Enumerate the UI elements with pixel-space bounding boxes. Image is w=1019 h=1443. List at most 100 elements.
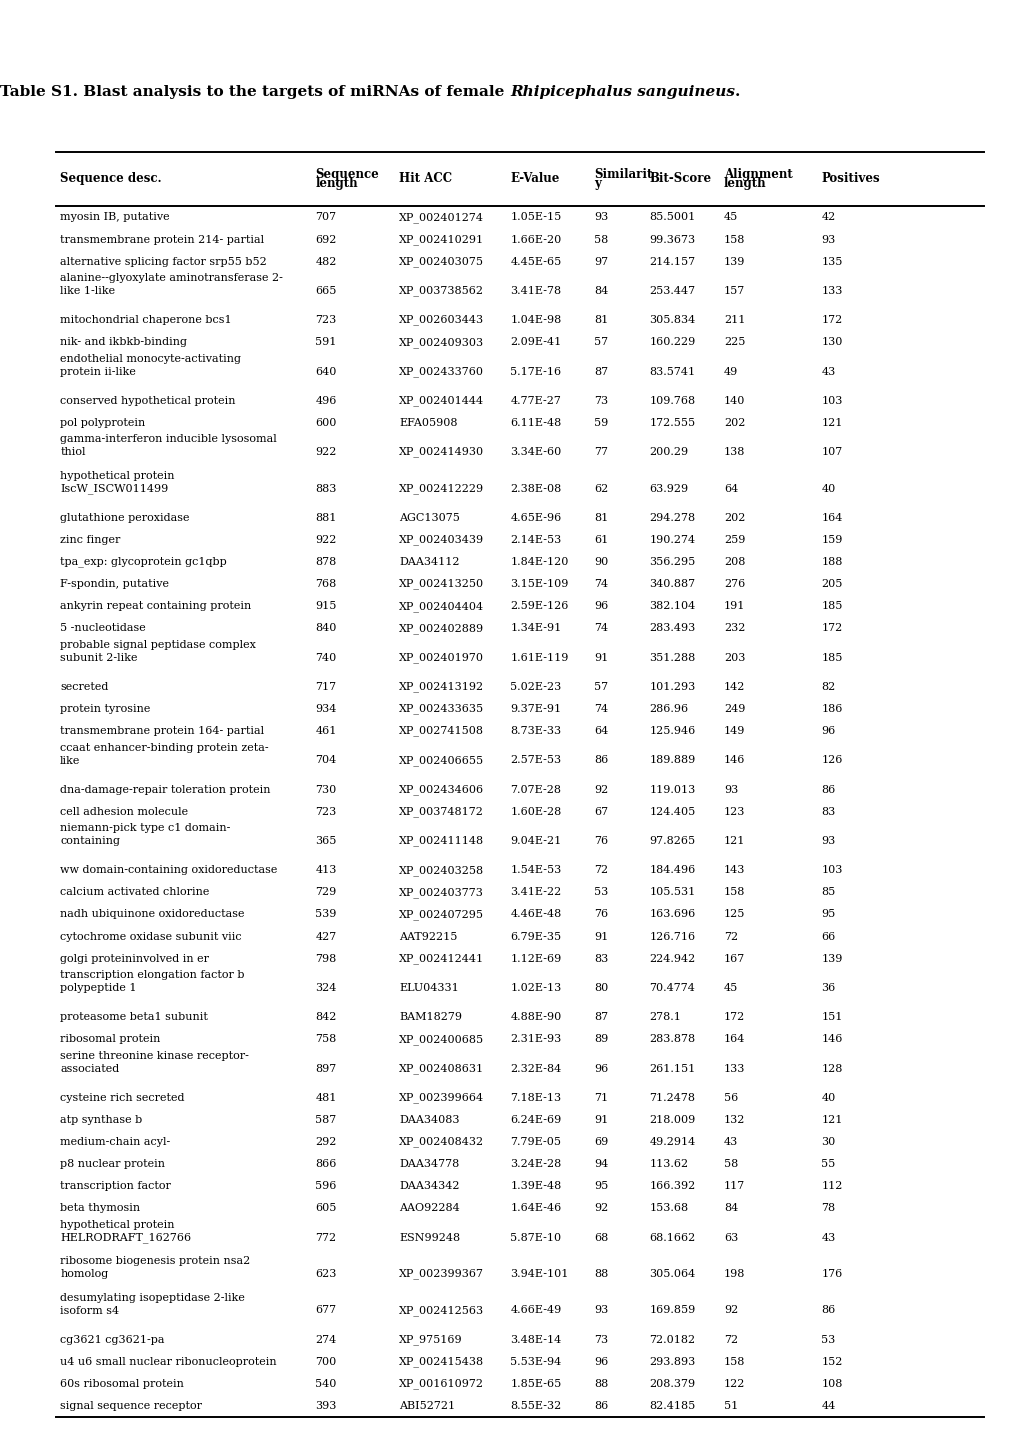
Text: 356.295: 356.295 <box>649 557 695 567</box>
Text: 758: 758 <box>315 1035 336 1045</box>
Text: 3.48E-14: 3.48E-14 <box>510 1335 561 1345</box>
Text: 1.85E-65: 1.85E-65 <box>510 1380 561 1388</box>
Text: XP_002603443: XP_002603443 <box>398 315 484 326</box>
Text: XP_002412229: XP_002412229 <box>398 483 484 494</box>
Text: proteasome beta1 subunit: proteasome beta1 subunit <box>60 1012 208 1022</box>
Text: 866: 866 <box>315 1159 336 1169</box>
Text: 112: 112 <box>820 1182 842 1192</box>
Text: 481: 481 <box>315 1092 336 1102</box>
Text: 151: 151 <box>820 1012 842 1022</box>
Text: 67: 67 <box>593 807 607 817</box>
Text: 7.79E-05: 7.79E-05 <box>510 1137 560 1147</box>
Text: XP_002403075: XP_002403075 <box>398 257 483 267</box>
Text: polypeptide 1: polypeptide 1 <box>60 983 137 993</box>
Text: beta thymosin: beta thymosin <box>60 1203 141 1214</box>
Text: 97.8265: 97.8265 <box>649 835 695 846</box>
Text: 121: 121 <box>820 418 842 429</box>
Text: 92: 92 <box>593 1203 607 1214</box>
Text: 717: 717 <box>315 683 336 691</box>
Text: 605: 605 <box>315 1203 336 1214</box>
Text: 117: 117 <box>723 1182 744 1192</box>
Text: protein ii-like: protein ii-like <box>60 367 136 377</box>
Text: 83: 83 <box>593 954 607 964</box>
Text: XP_002399664: XP_002399664 <box>398 1092 484 1102</box>
Text: 5 -nucleotidase: 5 -nucleotidase <box>60 623 146 633</box>
Text: 8.55E-32: 8.55E-32 <box>510 1401 561 1411</box>
Text: ww domain-containing oxidoreductase: ww domain-containing oxidoreductase <box>60 866 277 876</box>
Text: 93: 93 <box>593 212 607 222</box>
Text: AAO92284: AAO92284 <box>398 1203 460 1214</box>
Text: 2.32E-84: 2.32E-84 <box>510 1063 561 1074</box>
Text: 3.41E-22: 3.41E-22 <box>510 887 561 898</box>
Text: 723: 723 <box>315 315 336 325</box>
Text: 286.96: 286.96 <box>649 704 688 714</box>
Text: 1.04E-98: 1.04E-98 <box>510 315 561 325</box>
Text: serine threonine kinase receptor-: serine threonine kinase receptor- <box>60 1051 249 1061</box>
Text: 2.14E-53: 2.14E-53 <box>510 535 561 545</box>
Text: homolog: homolog <box>60 1270 108 1280</box>
Text: 86: 86 <box>593 755 607 765</box>
Text: 191: 191 <box>723 602 745 612</box>
Text: XP_975169: XP_975169 <box>398 1335 463 1345</box>
Text: 184.496: 184.496 <box>649 866 695 876</box>
Text: 103: 103 <box>820 395 842 405</box>
Text: 276: 276 <box>723 579 744 589</box>
Text: 158: 158 <box>723 887 745 898</box>
Text: 72.0182: 72.0182 <box>649 1335 695 1345</box>
Text: 677: 677 <box>315 1306 336 1316</box>
Text: transcription elongation factor b: transcription elongation factor b <box>60 970 245 980</box>
Text: 119.013: 119.013 <box>649 785 695 795</box>
Text: 90: 90 <box>593 557 607 567</box>
Text: 135: 135 <box>820 257 842 267</box>
Text: 69: 69 <box>593 1137 607 1147</box>
Text: 105.531: 105.531 <box>649 887 695 898</box>
Text: 80: 80 <box>593 983 607 993</box>
Text: 99.3673: 99.3673 <box>649 235 695 244</box>
Text: 88: 88 <box>593 1268 607 1278</box>
Text: 76: 76 <box>593 909 607 919</box>
Text: XP_001610972: XP_001610972 <box>398 1378 483 1390</box>
Text: length: length <box>723 176 765 189</box>
Text: 59: 59 <box>593 418 607 429</box>
Text: 324: 324 <box>315 983 336 993</box>
Text: 51: 51 <box>723 1401 738 1411</box>
Text: 3.41E-78: 3.41E-78 <box>510 286 560 296</box>
Text: XP_002414930: XP_002414930 <box>398 447 484 457</box>
Text: 842: 842 <box>315 1012 336 1022</box>
Text: mitochondrial chaperone bcs1: mitochondrial chaperone bcs1 <box>60 315 231 325</box>
Text: 274: 274 <box>315 1335 336 1345</box>
Text: 96: 96 <box>593 1356 607 1367</box>
Text: 198: 198 <box>723 1268 745 1278</box>
Text: 71: 71 <box>593 1092 607 1102</box>
Text: 96: 96 <box>820 726 835 736</box>
Text: desumylating isopeptidase 2-like: desumylating isopeptidase 2-like <box>60 1293 245 1303</box>
Text: 172: 172 <box>820 315 842 325</box>
Text: 68: 68 <box>593 1232 607 1242</box>
Text: 91: 91 <box>593 932 607 941</box>
Text: .: . <box>735 85 740 100</box>
Text: AAT92215: AAT92215 <box>398 932 457 941</box>
Text: 596: 596 <box>315 1182 336 1192</box>
Text: myosin IB, putative: myosin IB, putative <box>60 212 169 222</box>
Text: 74: 74 <box>593 579 607 589</box>
Text: 81: 81 <box>593 512 607 522</box>
Text: ELU04331: ELU04331 <box>398 983 459 993</box>
Text: calcium activated chlorine: calcium activated chlorine <box>60 887 209 898</box>
Text: 704: 704 <box>315 755 336 765</box>
Text: 2.57E-53: 2.57E-53 <box>510 755 560 765</box>
Text: 294.278: 294.278 <box>649 512 695 522</box>
Text: DAA34778: DAA34778 <box>398 1159 459 1169</box>
Text: 95: 95 <box>593 1182 607 1192</box>
Text: 53: 53 <box>820 1335 835 1345</box>
Text: 700: 700 <box>315 1356 336 1367</box>
Text: 158: 158 <box>723 1356 745 1367</box>
Text: 587: 587 <box>315 1115 336 1126</box>
Text: 94: 94 <box>593 1159 607 1169</box>
Text: 202: 202 <box>723 418 745 429</box>
Text: secreted: secreted <box>60 683 108 691</box>
Text: 259: 259 <box>723 535 745 545</box>
Text: 922: 922 <box>315 535 336 545</box>
Text: 365: 365 <box>315 835 336 846</box>
Text: XP_002413250: XP_002413250 <box>398 579 484 589</box>
Text: 55: 55 <box>820 1159 835 1169</box>
